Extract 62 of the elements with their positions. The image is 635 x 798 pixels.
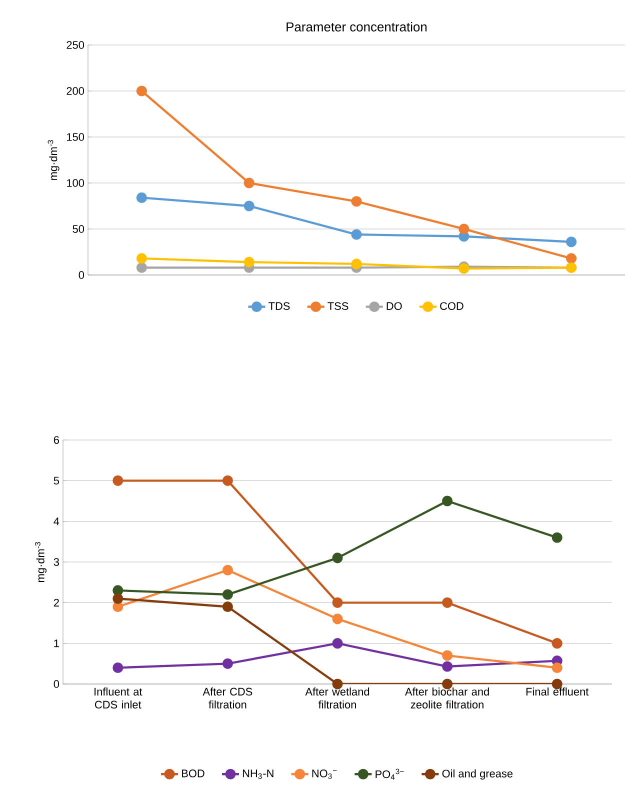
point [222,475,233,486]
point [442,661,453,672]
point [566,236,577,248]
y-tick-label: 2 [54,598,59,606]
y-tick-label: 1 [54,640,59,648]
point [442,597,453,608]
legend-label: BOD [182,770,204,778]
point [112,585,124,596]
x-tick-label: Influent at CDS inlet [94,688,142,709]
point [351,196,362,207]
legend-label: NH$_{3}$-N [242,770,274,779]
point [332,638,343,649]
point [136,86,147,96]
y-axis-title: mg·dm$^{-3}$ [34,542,47,582]
y-tick-label: 6 [54,436,59,444]
legend-label: COD [440,302,464,310]
y-tick-label: 50 [72,225,84,233]
point [222,589,233,600]
y-tick-label: 5 [54,476,60,484]
point [442,496,453,506]
point [351,229,362,240]
point [458,224,470,234]
point [222,658,233,669]
x-tick-label: After wetland filtration [305,688,370,709]
point [112,593,124,604]
point [112,475,124,486]
legend-label: DO [386,302,402,310]
point [136,253,147,264]
y-tick-label: 0 [54,680,60,688]
point [332,597,343,608]
x-tick-label: After biochar and zeolite filtration [404,688,489,709]
point [566,253,577,264]
point [552,662,562,674]
point [332,614,343,624]
y-tick-label: 3 [54,558,59,566]
point [112,601,124,612]
y-tick-label: 100 [67,179,84,187]
point [112,662,124,674]
point [442,650,453,661]
x-tick-label: After CDS filtration [202,688,252,709]
x-tick-label: Final effluent [526,688,589,696]
point [351,258,362,270]
legend-label: TSS [328,302,348,310]
y-tick-label: 0 [78,271,84,279]
y-tick-label: 250 [66,41,84,49]
y-tick-label: 150 [67,133,84,141]
point [222,564,233,576]
point [136,192,147,203]
y-tick-label: 4 [54,518,60,526]
legend-label: Oil and grease [442,769,513,780]
point [244,200,254,212]
point [552,638,562,649]
y-axis-title: mg·dm$^{-3}$ [48,140,60,180]
point [332,552,343,564]
y-tick-label: 200 [66,87,84,95]
legend-label: TDS [268,302,290,310]
point [222,601,233,612]
point [244,178,254,188]
point [244,256,254,268]
point [552,532,562,543]
chart-title: Parameter concentration [286,22,427,32]
point [136,262,147,273]
